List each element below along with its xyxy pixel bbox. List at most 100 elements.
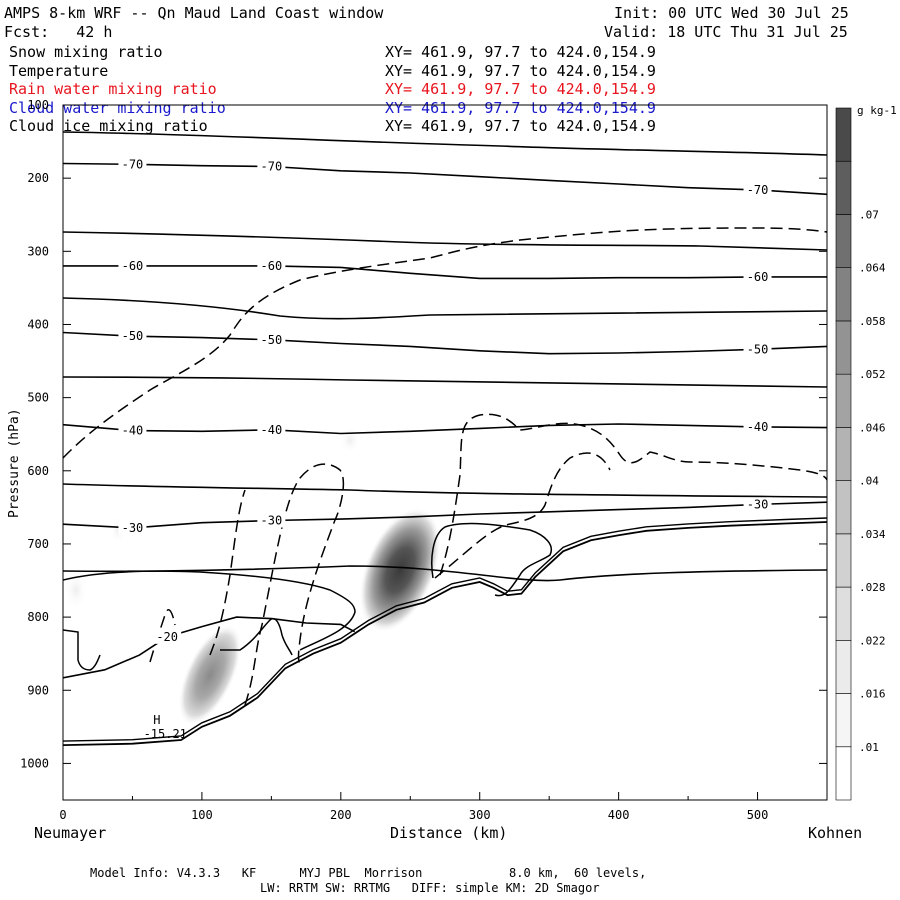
colorbar-segment [835,107,852,162]
field-xy-range: XY= 461.9, 97.7 to 424.0,154.9 [385,117,656,135]
x-axis-left-endpoint: Neumayer [34,824,107,842]
contour-label-bg [257,159,286,174]
cloud-water-contour [431,522,552,597]
field-label: Temperature [9,61,109,80]
contour-label-bg [257,422,286,437]
contour-label: -20 [156,630,178,644]
colorbar-tick-label: .052 [859,368,886,381]
contour-label: -60 [122,259,144,273]
isotherm-minus40 [63,423,827,435]
field-label: Cloud ice mixing ratio [9,117,208,135]
y-tick-label: 600 [27,464,49,478]
isotherm-minus50 [63,331,827,355]
x-tick-label: 100 [191,808,213,822]
colorbar-tick-label: .028 [859,581,886,594]
plot-annotation: H [153,713,160,727]
contour-label: -30 [122,521,144,535]
field-label: Cloud water mixing ratio [9,98,226,117]
cloud-ice-contour-dashed [209,489,246,656]
colorbar-tick-label: .034 [859,528,886,541]
colorbar: .01 .016 .022 .028 .034 .04 .046 .052 .058 .064 .0… [835,104,897,801]
contour-label: -70 [747,183,769,197]
colorbar-segment [835,373,852,428]
contour-label: -50 [122,329,144,343]
y-tick-label: 1000 [20,756,49,770]
faint-shading [340,426,360,454]
y-tick-label: 500 [27,391,49,405]
contour-label-bg [257,513,286,528]
colorbar-tick-label: .022 [859,634,886,647]
x-axis-title: Distance (km) [390,824,508,842]
isotherm-minus30 [63,501,827,529]
colorbar-tick-label: .01 [859,741,879,754]
colorbar-tick-label: .058 [859,315,886,328]
forecast-hour: Fcst: 42 h [4,23,113,41]
cloud-ice-contour-dashed [244,463,345,706]
plot-annotations: H-15.21 [144,713,187,741]
colorbar-segment [835,586,852,641]
colorbar-segment [835,533,852,588]
colorbar-tick-label: .046 [859,421,886,434]
isotherm-minus70 [63,162,827,196]
isotherm-lines-unlabeled [63,131,827,582]
x-tick-label: 0 [59,808,66,822]
y-tick-label: 400 [27,317,49,331]
isotherm-minus20 [63,616,356,679]
isotherm-lines [63,162,827,679]
contour-label-bg [118,157,147,172]
colorbar-tick-label: .07 [859,208,879,221]
plot-annotation: -15.21 [144,727,187,741]
colorbar-tick-label: .04 [859,475,879,488]
x-tick-label: 500 [747,808,769,822]
init-time: Init: 00 UTC Wed 30 Jul 25 [614,4,849,22]
contour-label-bg [118,258,147,273]
field-xy-range: XY= 461.9, 97.7 to 424.0,154.9 [385,61,656,80]
contour-label: -40 [261,423,283,437]
x-axis: 0 100 200 300 400 500 [59,792,768,822]
chart-title: AMPS 8-km WRF -- Qn Maud Land Coast wind… [4,4,384,22]
cloud-ice-contour-dashed [439,413,827,576]
faint-shading [64,570,88,610]
contour-label: -40 [122,424,144,438]
field-label: Snow mixing ratio [9,43,163,61]
contour-label-bg [257,258,286,273]
contour-label-bg [153,629,182,644]
colorbar-segment [835,320,852,375]
colorbar-segment [835,693,852,748]
cloud-water-contour [63,629,101,671]
colorbar-tick-label: .064 [859,262,886,275]
model-info-line-2: LW: RRTM SW: RRTMG DIFF: simple KM: 2D S… [260,881,600,895]
contour-label: -30 [261,514,283,528]
contour-label-bg [257,332,286,347]
contour-label: -50 [747,342,769,356]
contour-label-bg [118,423,147,438]
plot-frame [62,104,828,801]
colorbar-segment [835,640,852,694]
terrain-outline [63,521,827,746]
contour-label-bg [743,497,772,512]
contour-label: -50 [261,333,283,347]
y-tick-label: 100 [27,98,49,112]
y-tick-label: 800 [27,610,49,624]
cloud-water-contour [220,618,293,656]
cloud-ice-contour-dashed [434,452,611,579]
contour-label-bg [743,419,772,434]
field-label: Rain water mixing ratio [9,80,217,98]
colorbar-segment [835,267,852,322]
cloud-water-contour [63,570,356,651]
colorbar-segment [835,160,852,215]
colorbar-segment [835,214,852,268]
terrain-outline-upper [63,517,827,742]
contour-label: -30 [747,497,769,511]
x-axis-right-endpoint: Kohnen [808,824,863,842]
contour-label-bg [743,269,772,284]
contour-label: -60 [261,259,283,273]
x-tick-label: 400 [608,808,630,822]
cloud-ice-contour-dashed [63,227,827,459]
y-axis-title: Pressure (hPa) [7,408,22,518]
colorbar-tick-label: .016 [859,688,886,701]
valid-time: Valid: 18 UTC Thu 31 Jul 25 [604,23,848,41]
y-tick-label: 900 [27,683,49,697]
y-axis: 100 200 300 400 500 600 700 800 900 1000 [20,98,827,770]
contour-label-bg [743,342,772,357]
